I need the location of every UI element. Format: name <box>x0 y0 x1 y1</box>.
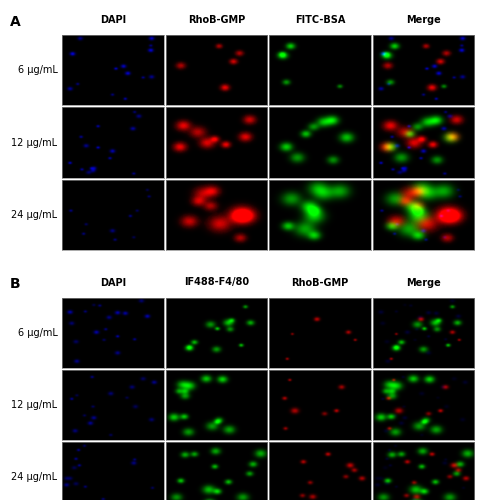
Text: IF488-F4/80: IF488-F4/80 <box>184 278 249 287</box>
Text: 6 µg/mL: 6 µg/mL <box>18 65 57 75</box>
Text: A: A <box>10 15 20 29</box>
Text: 12 µg/mL: 12 µg/mL <box>11 138 57 147</box>
Text: 6 µg/mL: 6 µg/mL <box>18 328 57 338</box>
Text: FITC-BSA: FITC-BSA <box>295 15 345 25</box>
Text: Merge: Merge <box>406 15 441 25</box>
Text: 12 µg/mL: 12 µg/mL <box>11 400 57 410</box>
Text: DAPI: DAPI <box>100 15 126 25</box>
Text: 24 µg/mL: 24 µg/mL <box>11 472 57 482</box>
Text: B: B <box>10 278 20 291</box>
Text: 24 µg/mL: 24 µg/mL <box>11 210 57 220</box>
Text: DAPI: DAPI <box>100 278 126 287</box>
Text: RhoB-GMP: RhoB-GMP <box>188 15 245 25</box>
Text: RhoB-GMP: RhoB-GMP <box>291 278 349 287</box>
Text: Merge: Merge <box>406 278 441 287</box>
